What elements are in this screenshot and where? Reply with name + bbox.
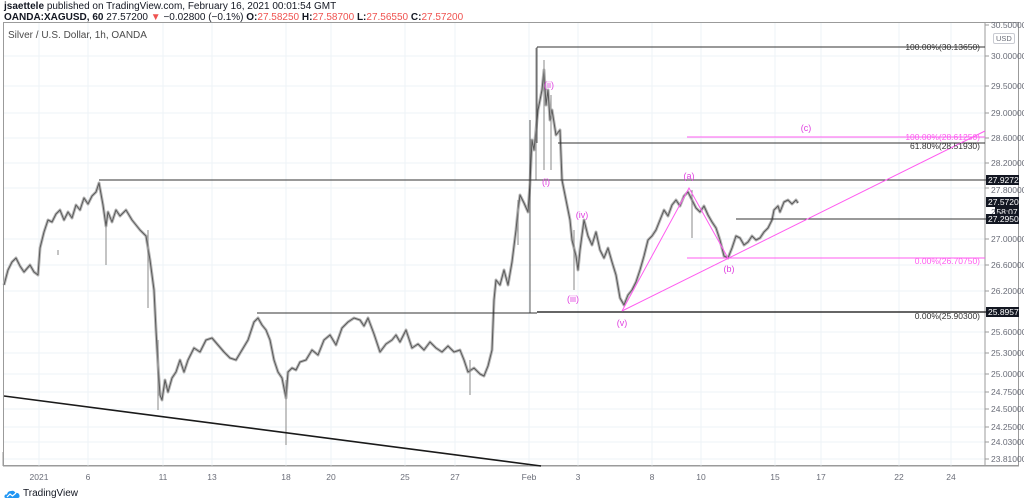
price-tick: 25.60000 [991, 327, 1024, 337]
pane-title: Silver / U.S. Dollar, 1h, OANDA [8, 30, 147, 41]
rising-trendline [621, 130, 986, 312]
price-tick: 29.50000 [991, 81, 1024, 91]
tradingview-logo[interactable]: TradingView [4, 488, 78, 499]
symbol-info: OANDA:XAGUSD, 60 27.57200 ▼ −0.02800 (−0… [4, 12, 463, 23]
low-value: 27.56550 [366, 12, 409, 23]
tradingview-brand: TradingView [23, 488, 79, 499]
time-tick: 20 [326, 472, 336, 482]
tradingview-cloud-icon [4, 490, 20, 498]
price-tick: 25.30000 [991, 348, 1024, 358]
price-tick: 28.60000 [991, 133, 1024, 143]
time-tick: 10 [696, 472, 706, 482]
last-price: 27.57200 [106, 12, 148, 23]
wave-label-b[interactable]: (b) [723, 264, 735, 274]
grid [4, 23, 985, 466]
price-tick: 26.60000 [991, 260, 1024, 270]
time-tick: 11 [158, 472, 168, 482]
price-tick: 30.50000 [991, 20, 1024, 30]
price-label-low: 25.89570 [986, 307, 1024, 317]
wave-label-a[interactable]: (a) [683, 171, 695, 181]
time-tick: 22 [894, 472, 904, 482]
elliott-wave-drawings[interactable] [621, 130, 986, 312]
price-label-resistance: 27.92720 [986, 175, 1024, 185]
wave-label-iv[interactable]: (iv) [575, 210, 589, 220]
high-value: 27.58700 [312, 12, 355, 23]
price-tick: 27.80000 [991, 185, 1024, 195]
fib-label-zero: 0.00%(25.90300) [914, 311, 980, 321]
fib-label-100: 100.00%(30.13650) [905, 42, 980, 52]
wave-label-c[interactable]: (c) [800, 123, 812, 133]
close-label: C: [410, 12, 422, 23]
wave-label-iii[interactable]: (iii) [567, 294, 579, 304]
currency-label[interactable]: USD [993, 33, 1015, 44]
level-lines[interactable] [99, 46, 1003, 314]
price-tick: 30.00000 [991, 51, 1024, 61]
price-tick: 24.25000 [991, 422, 1024, 432]
time-tick: 2021 [29, 472, 49, 482]
fib-label-618: 61.80%(28.51930) [910, 141, 980, 151]
low-label: L: [356, 12, 367, 23]
fib-label-b-zero: 0.00%(26.70750) [914, 256, 980, 266]
open-label: O: [246, 12, 258, 23]
publish-info: jsaettele published on TradingView.com, … [4, 1, 336, 12]
wave-label-v[interactable]: (v) [616, 318, 628, 328]
time-tick: 18 [281, 472, 291, 482]
price-tick: 26.20000 [991, 286, 1024, 296]
publisher-name: jsaettele [4, 1, 45, 12]
time-tick: 24 [946, 472, 956, 482]
time-tick: 3 [575, 472, 581, 482]
symbol: OANDA:XAGUSD, 60 [4, 12, 104, 23]
time-tick: Feb [521, 472, 537, 482]
time-tick: 15 [770, 472, 780, 482]
price-series [2, 48, 800, 445]
time-tick: 25 [400, 472, 410, 482]
price-tick: 24.75000 [991, 387, 1024, 397]
price-label-level: 27.29500 [986, 214, 1024, 224]
bar-countdown: 58:07 [995, 207, 1019, 217]
price-change: −0.02800 (−0.1%) [163, 12, 244, 23]
price-tick: 27.00000 [991, 234, 1024, 244]
high-label: H: [301, 12, 313, 23]
price-tick: 24.03000 [991, 437, 1024, 447]
fib-label-c-100: 100.00%(28.61250) [905, 132, 980, 142]
time-tick: 17 [816, 472, 826, 482]
price-tick: 23.81000 [991, 454, 1024, 464]
close-value: 27.57200 [421, 12, 464, 23]
price-tick: 29.00000 [991, 108, 1024, 118]
price-tick: 25.00000 [991, 369, 1024, 379]
price-label-current: 27.57200 [986, 197, 1024, 207]
time-tick: 13 [207, 472, 217, 482]
wave-label-i[interactable]: (i) [542, 177, 550, 187]
price-tick: 24.50000 [991, 404, 1024, 414]
price-tick: 28.20000 [991, 158, 1024, 168]
time-tick: 6 [85, 472, 91, 482]
publish-text: published on TradingView.com, February 1… [46, 1, 337, 12]
triangle-down-icon: ▼ [150, 12, 161, 23]
time-tick: 8 [649, 472, 655, 482]
time-tick: 27 [450, 472, 460, 482]
open-value: 27.58250 [257, 12, 300, 23]
wave-label-ii[interactable]: (ii) [544, 80, 554, 90]
lower-trendline[interactable] [3, 395, 542, 467]
